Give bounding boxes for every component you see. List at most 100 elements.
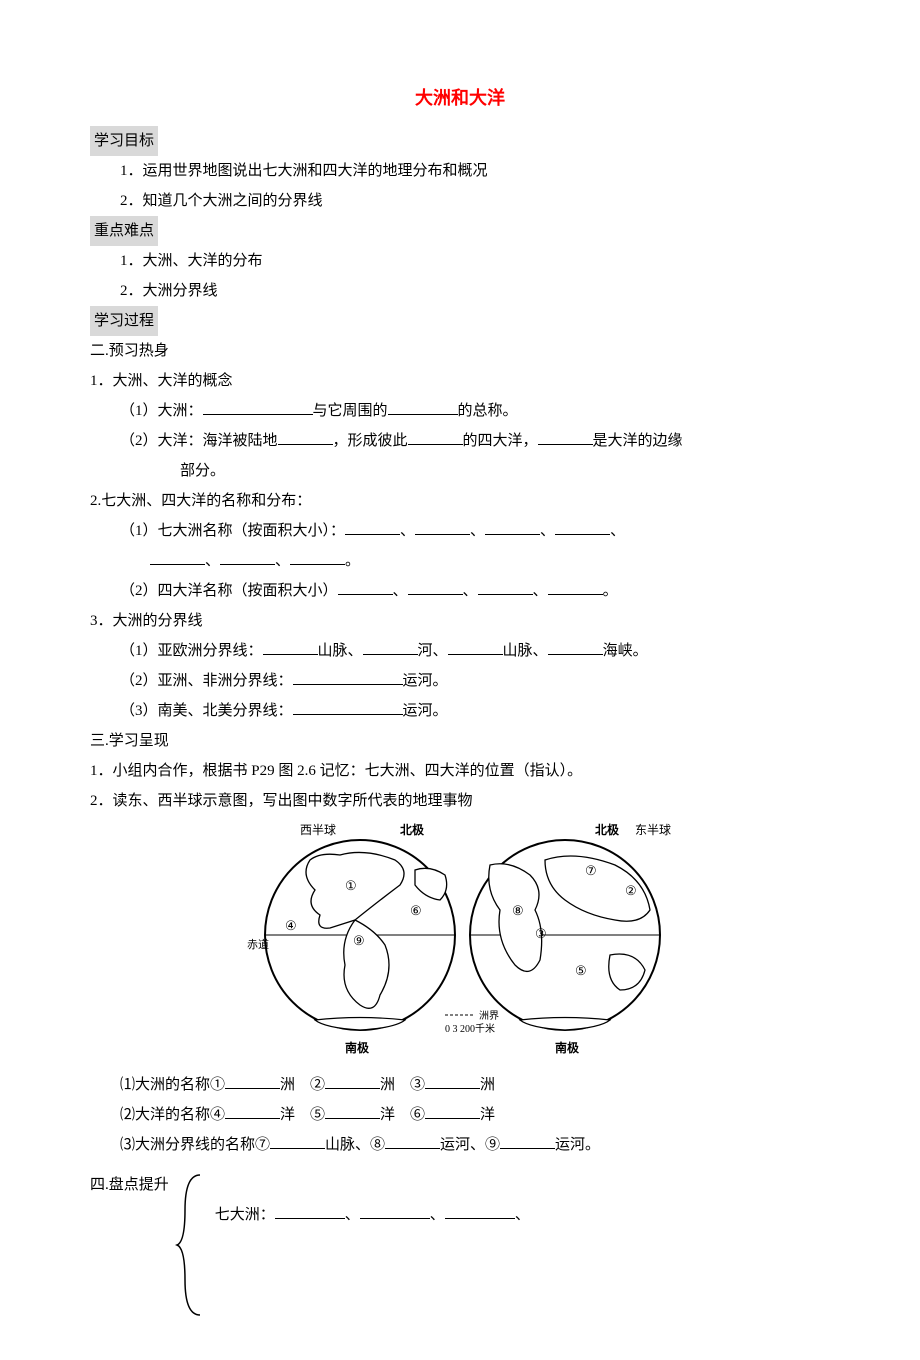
blank[interactable]	[278, 429, 333, 445]
text: （2）大洋：海洋被陆地	[120, 433, 278, 449]
blank[interactable]	[220, 549, 275, 565]
map-legend2: 0 3 200千米	[445, 1022, 495, 1035]
blank[interactable]	[448, 639, 503, 655]
oceans-line: （2）四大洋名称（按面积大小）、、、。	[90, 576, 830, 606]
boundary-1: （1）亚欧洲分界线： 山脉、 河、 山脉、 海峡。	[90, 636, 830, 666]
blank[interactable]	[360, 1203, 430, 1219]
question-2: ⑵大洋的名称④洋 ⑤洋 ⑥洋	[90, 1100, 830, 1130]
summary-heading: 四.盘点提升	[90, 1170, 175, 1200]
map-c3: ③	[535, 926, 547, 941]
continents-line: （1）七大洲名称（按面积大小）：、、、、	[90, 516, 830, 546]
boundary-heading: 3．大洲的分界线	[90, 606, 830, 636]
blank[interactable]	[290, 549, 345, 565]
blank[interactable]	[425, 1073, 480, 1089]
goal-2: 2．知道几个大洲之间的分界线	[90, 186, 830, 216]
map-c9: ⑨	[353, 933, 365, 948]
blank[interactable]	[150, 549, 205, 565]
summary-content: 七大洲：、、、	[205, 1170, 530, 1230]
map-c2: ②	[625, 883, 637, 898]
map-w-label: 西半球	[300, 823, 336, 837]
blank[interactable]	[548, 579, 603, 595]
text: ⑴大洲的名称①	[120, 1077, 225, 1093]
page-title: 大洲和大洋	[90, 80, 830, 116]
text: 山脉、	[503, 643, 548, 659]
blank[interactable]	[270, 1133, 325, 1149]
blank[interactable]	[293, 699, 403, 715]
text: 洲 ③	[380, 1077, 425, 1093]
blank[interactable]	[345, 519, 400, 535]
text: 山脉、⑧	[325, 1137, 385, 1153]
blank[interactable]	[225, 1103, 280, 1119]
map-c7: ⑦	[585, 863, 597, 878]
text: 海峡。	[603, 643, 648, 659]
blank[interactable]	[325, 1073, 380, 1089]
question-3: ⑶大洲分界线的名称⑦山脉、⑧运河、⑨运河。	[90, 1130, 830, 1160]
text: 山脉、	[318, 643, 363, 659]
text: 是大洋的边缘	[593, 433, 683, 449]
map-e-label: 东半球	[635, 823, 671, 837]
blank[interactable]	[415, 519, 470, 535]
blank[interactable]	[275, 1203, 345, 1219]
text: 的总称。	[458, 403, 518, 419]
text: （2）四大洋名称（按面积大小）	[120, 583, 338, 599]
map-npole-r: 北极	[595, 822, 620, 837]
blank[interactable]	[363, 639, 418, 655]
concept-2: （2）大洋：海洋被陆地，形成彼此的四大洋，是大洋的边缘	[90, 426, 830, 456]
key-1: 1．大洲、大洋的分布	[90, 246, 830, 276]
blank[interactable]	[408, 579, 463, 595]
continents-line-2: 、、。	[90, 546, 830, 576]
blank[interactable]	[425, 1103, 480, 1119]
map-c1: ①	[345, 878, 357, 893]
map-equator: 赤道	[247, 937, 269, 951]
text: 洲	[480, 1077, 495, 1093]
blank[interactable]	[538, 429, 593, 445]
present-2: 2．读东、西半球示意图，写出图中数字所代表的地理事物	[90, 786, 830, 816]
text: （1）亚欧洲分界线：	[120, 643, 263, 659]
map-legend1: 洲界	[479, 1010, 499, 1022]
map-npole-l: 北极	[400, 822, 425, 837]
blank[interactable]	[485, 519, 540, 535]
blank[interactable]	[555, 519, 610, 535]
blank[interactable]	[478, 579, 533, 595]
blank[interactable]	[325, 1103, 380, 1119]
section-goals: 学习目标	[90, 126, 158, 156]
text: 的四大洋，	[463, 433, 538, 449]
map-c8: ⑧	[512, 903, 524, 918]
hemisphere-map: 西半球 北极 北极 东半球 赤道 ① ② ③ ④ ⑤ ⑥ ⑦ ⑧ ⑨ 洲界 0 …	[90, 820, 830, 1066]
concept-2-cont: 部分。	[90, 456, 830, 486]
text: 运河、⑨	[440, 1137, 500, 1153]
blank[interactable]	[293, 669, 403, 685]
text: 河、	[418, 643, 448, 659]
blank[interactable]	[388, 399, 458, 415]
text: 七大洲：	[215, 1207, 275, 1223]
blank[interactable]	[203, 399, 313, 415]
blank[interactable]	[338, 579, 393, 595]
text: ⑶大洲分界线的名称⑦	[120, 1137, 270, 1153]
blank[interactable]	[548, 639, 603, 655]
key-2: 2．大洲分界线	[90, 276, 830, 306]
blank[interactable]	[385, 1133, 440, 1149]
question-1: ⑴大洲的名称① 洲 ② 洲 ③ 洲	[90, 1070, 830, 1100]
text: 运河。	[403, 673, 448, 689]
boundary-3: （3）南美、北美分界线：运河。	[90, 696, 830, 726]
concept-heading: 1．大洲、大洋的概念	[90, 366, 830, 396]
map-c5: ⑤	[575, 963, 587, 978]
text: （1）大洲：	[120, 403, 203, 419]
text: ⑵大洋的名称④	[120, 1107, 225, 1123]
map-c6: ⑥	[410, 903, 422, 918]
blank[interactable]	[445, 1203, 515, 1219]
concept-1: （1）大洲：与它周围的的总称。	[90, 396, 830, 426]
blank[interactable]	[225, 1073, 280, 1089]
text: 洋 ⑥	[380, 1107, 425, 1123]
blank[interactable]	[408, 429, 463, 445]
names-heading: 2.七大洲、四大洋的名称和分布：	[90, 486, 830, 516]
section-keys: 重点难点	[90, 216, 158, 246]
present-1: 1．小组内合作，根据书 P29 图 2.6 记忆：七大洲、四大洋的位置（指认）。	[90, 756, 830, 786]
text: 洲 ②	[280, 1077, 325, 1093]
text: 洋 ⑤	[280, 1107, 325, 1123]
blank[interactable]	[263, 639, 318, 655]
boundary-2: （2）亚洲、非洲分界线： 运河。	[90, 666, 830, 696]
text: （2）亚洲、非洲分界线：	[120, 673, 293, 689]
text: （1）七大洲名称（按面积大小）：	[120, 523, 345, 539]
blank[interactable]	[500, 1133, 555, 1149]
